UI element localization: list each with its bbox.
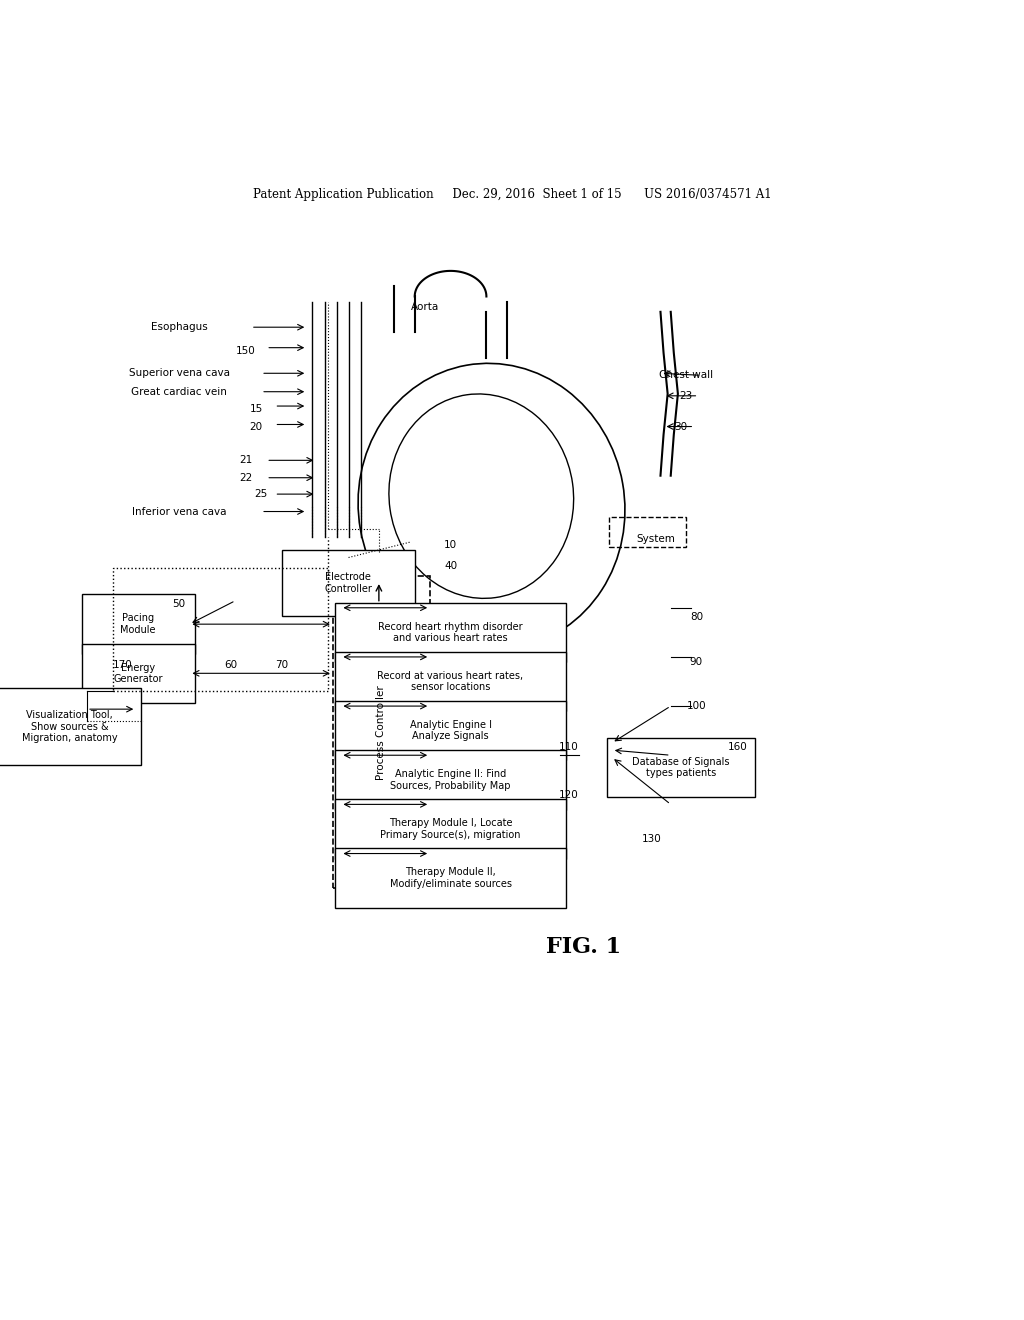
Text: Energy
Generator: Energy Generator [114,663,163,684]
Text: Patent Application Publication     Dec. 29, 2016  Sheet 1 of 15      US 2016/037: Patent Application Publication Dec. 29, … [253,187,771,201]
Text: Great cardiac vein: Great cardiac vein [131,387,227,397]
FancyBboxPatch shape [82,594,195,653]
FancyBboxPatch shape [0,688,141,766]
Text: Superior vena cava: Superior vena cava [129,368,229,379]
Text: 150: 150 [236,346,256,356]
Text: 170: 170 [113,660,133,671]
Text: Chest wall: Chest wall [659,371,713,380]
Text: Record at various heart rates,
sensor locations: Record at various heart rates, sensor lo… [378,671,523,692]
Text: FIG. 1: FIG. 1 [546,936,622,958]
FancyBboxPatch shape [336,849,565,908]
Text: 40: 40 [444,561,457,570]
Text: Inferior vena cava: Inferior vena cava [132,507,226,516]
Text: 130: 130 [641,834,662,845]
FancyBboxPatch shape [336,603,565,663]
Text: 50: 50 [173,599,185,609]
Text: 22: 22 [240,473,252,483]
Text: Electrode
Controller: Electrode Controller [325,573,372,594]
Text: Analytic Engine II: Find
Sources, Probability Map: Analytic Engine II: Find Sources, Probab… [390,770,511,791]
Text: 90: 90 [690,657,702,667]
Text: 160: 160 [727,742,748,752]
Text: 80: 80 [690,612,702,622]
Text: 60: 60 [224,660,237,671]
Text: Pacing
Module: Pacing Module [121,614,156,635]
Text: 100: 100 [686,701,707,711]
Text: 70: 70 [275,660,288,671]
Text: 20: 20 [250,421,262,432]
Text: 23: 23 [680,391,692,401]
Text: 110: 110 [558,742,579,752]
FancyBboxPatch shape [336,701,565,760]
FancyBboxPatch shape [606,738,756,797]
Text: System: System [636,535,675,544]
Text: Process Controller: Process Controller [377,685,386,780]
FancyBboxPatch shape [336,750,565,809]
FancyBboxPatch shape [82,644,195,704]
Text: Esophagus: Esophagus [151,322,208,333]
Text: Aorta: Aorta [411,302,439,312]
Text: 15: 15 [250,404,262,414]
Text: Visualization Tool,
Show sources &
Migration, anatomy: Visualization Tool, Show sources & Migra… [22,710,118,743]
Text: Therapy Module II,
Modify/eliminate sources: Therapy Module II, Modify/eliminate sour… [389,867,512,888]
Text: Record heart rhythm disorder
and various heart rates: Record heart rhythm disorder and various… [378,622,523,643]
Text: 120: 120 [558,791,579,800]
Text: Database of Signals
types patients: Database of Signals types patients [632,756,730,779]
Text: 25: 25 [255,490,267,499]
FancyBboxPatch shape [336,800,565,858]
FancyBboxPatch shape [336,652,565,711]
Text: 30: 30 [675,421,687,432]
FancyBboxPatch shape [282,550,415,616]
Text: 10: 10 [444,540,457,550]
Text: 21: 21 [240,455,252,466]
Text: Analytic Engine I
Analyze Signals: Analytic Engine I Analyze Signals [410,719,492,742]
Text: Therapy Module I, Locate
Primary Source(s), migration: Therapy Module I, Locate Primary Source(… [380,818,521,840]
